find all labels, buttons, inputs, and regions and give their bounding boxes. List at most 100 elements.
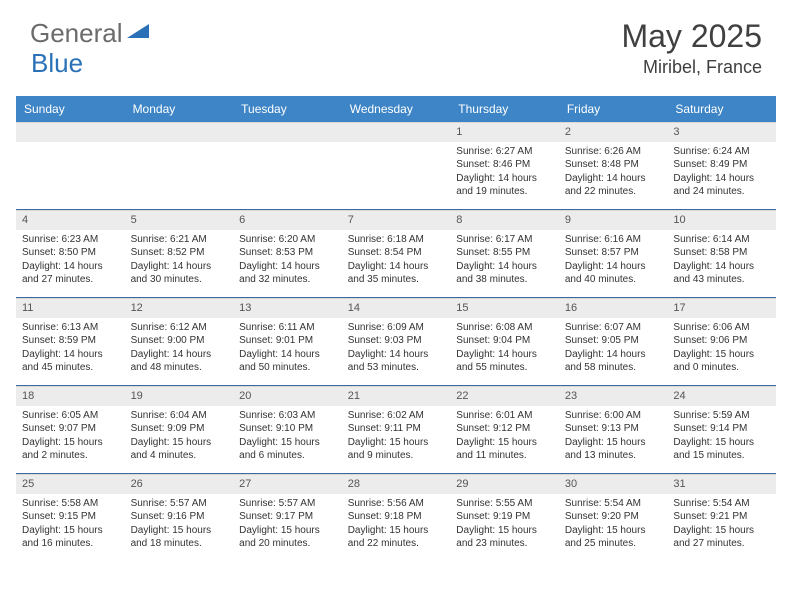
calendar-cell: 3Sunrise: 6:24 AMSunset: 8:49 PMDaylight…	[667, 122, 776, 210]
sunrise-line: Sunrise: 6:08 AM	[456, 321, 553, 335]
sunrise-line: Sunrise: 6:21 AM	[131, 233, 228, 247]
weekday-header-row: SundayMondayTuesdayWednesdayThursdayFrid…	[16, 96, 776, 122]
daylight-line: Daylight: 14 hours and 43 minutes.	[673, 260, 770, 287]
sunset-line: Sunset: 8:53 PM	[239, 246, 336, 260]
day-number: 16	[559, 298, 668, 318]
sunset-line: Sunset: 8:49 PM	[673, 158, 770, 172]
day-number: 25	[16, 474, 125, 494]
calendar-cell: 23Sunrise: 6:00 AMSunset: 9:13 PMDayligh…	[559, 386, 668, 474]
day-number: 13	[233, 298, 342, 318]
sunset-line: Sunset: 9:11 PM	[348, 422, 445, 436]
sunrise-line: Sunrise: 5:54 AM	[673, 497, 770, 511]
sunrise-line: Sunrise: 6:16 AM	[565, 233, 662, 247]
daylight-line: Daylight: 14 hours and 27 minutes.	[22, 260, 119, 287]
sunrise-line: Sunrise: 6:20 AM	[239, 233, 336, 247]
calendar-cell: 28Sunrise: 5:56 AMSunset: 9:18 PMDayligh…	[342, 474, 451, 562]
day-number: 24	[667, 386, 776, 406]
daylight-line: Daylight: 14 hours and 32 minutes.	[239, 260, 336, 287]
day-number: 27	[233, 474, 342, 494]
calendar-body: 1Sunrise: 6:27 AMSunset: 8:46 PMDaylight…	[16, 122, 776, 562]
brand-logo: General	[30, 18, 151, 49]
sunset-line: Sunset: 8:55 PM	[456, 246, 553, 260]
calendar-cell: 2Sunrise: 6:26 AMSunset: 8:48 PMDaylight…	[559, 122, 668, 210]
daylight-line: Daylight: 14 hours and 22 minutes.	[565, 172, 662, 199]
daylight-line: Daylight: 14 hours and 50 minutes.	[239, 348, 336, 375]
weekday-header: Monday	[125, 96, 234, 122]
weekday-header: Saturday	[667, 96, 776, 122]
calendar-cell: 25Sunrise: 5:58 AMSunset: 9:15 PMDayligh…	[16, 474, 125, 562]
daylight-line: Daylight: 15 hours and 0 minutes.	[673, 348, 770, 375]
day-number: 1	[450, 122, 559, 142]
calendar-cell: 12Sunrise: 6:12 AMSunset: 9:00 PMDayligh…	[125, 298, 234, 386]
daylight-line: Daylight: 14 hours and 19 minutes.	[456, 172, 553, 199]
sunset-line: Sunset: 9:12 PM	[456, 422, 553, 436]
daylight-line: Daylight: 14 hours and 35 minutes.	[348, 260, 445, 287]
calendar-cell-empty	[16, 122, 125, 210]
day-number: 28	[342, 474, 451, 494]
daylight-line: Daylight: 15 hours and 13 minutes.	[565, 436, 662, 463]
calendar-cell: 26Sunrise: 5:57 AMSunset: 9:16 PMDayligh…	[125, 474, 234, 562]
day-number: 21	[342, 386, 451, 406]
day-number: 11	[16, 298, 125, 318]
day-number: 15	[450, 298, 559, 318]
day-number: 2	[559, 122, 668, 142]
sunrise-line: Sunrise: 6:09 AM	[348, 321, 445, 335]
day-number: 5	[125, 210, 234, 230]
sunset-line: Sunset: 9:19 PM	[456, 510, 553, 524]
brand-general: General	[30, 18, 123, 49]
sunset-line: Sunset: 9:07 PM	[22, 422, 119, 436]
sunset-line: Sunset: 9:00 PM	[131, 334, 228, 348]
calendar-cell: 4Sunrise: 6:23 AMSunset: 8:50 PMDaylight…	[16, 210, 125, 298]
sunrise-line: Sunrise: 6:23 AM	[22, 233, 119, 247]
daylight-line: Daylight: 15 hours and 20 minutes.	[239, 524, 336, 551]
sunrise-line: Sunrise: 5:56 AM	[348, 497, 445, 511]
sunrise-line: Sunrise: 6:02 AM	[348, 409, 445, 423]
daylight-line: Daylight: 15 hours and 18 minutes.	[131, 524, 228, 551]
daylight-line: Daylight: 15 hours and 16 minutes.	[22, 524, 119, 551]
daylight-line: Daylight: 15 hours and 15 minutes.	[673, 436, 770, 463]
sunset-line: Sunset: 8:54 PM	[348, 246, 445, 260]
weekday-header: Friday	[559, 96, 668, 122]
sunset-line: Sunset: 9:14 PM	[673, 422, 770, 436]
calendar-cell: 24Sunrise: 5:59 AMSunset: 9:14 PMDayligh…	[667, 386, 776, 474]
day-number: 7	[342, 210, 451, 230]
sunset-line: Sunset: 9:09 PM	[131, 422, 228, 436]
daylight-line: Daylight: 14 hours and 48 minutes.	[131, 348, 228, 375]
brand-blue: Blue	[31, 48, 83, 79]
calendar-cell: 15Sunrise: 6:08 AMSunset: 9:04 PMDayligh…	[450, 298, 559, 386]
sunrise-line: Sunrise: 6:27 AM	[456, 145, 553, 159]
daylight-line: Daylight: 15 hours and 11 minutes.	[456, 436, 553, 463]
sunrise-line: Sunrise: 6:11 AM	[239, 321, 336, 335]
sunset-line: Sunset: 9:03 PM	[348, 334, 445, 348]
sunrise-line: Sunrise: 5:57 AM	[239, 497, 336, 511]
day-number: 3	[667, 122, 776, 142]
day-number: 29	[450, 474, 559, 494]
sunset-line: Sunset: 8:57 PM	[565, 246, 662, 260]
day-number: 8	[450, 210, 559, 230]
daylight-line: Daylight: 14 hours and 40 minutes.	[565, 260, 662, 287]
sunrise-line: Sunrise: 6:12 AM	[131, 321, 228, 335]
daylight-line: Daylight: 14 hours and 58 minutes.	[565, 348, 662, 375]
calendar-cell: 14Sunrise: 6:09 AMSunset: 9:03 PMDayligh…	[342, 298, 451, 386]
day-number: 9	[559, 210, 668, 230]
sunrise-line: Sunrise: 6:18 AM	[348, 233, 445, 247]
location-label: Miribel, France	[621, 57, 762, 78]
sunrise-line: Sunrise: 6:00 AM	[565, 409, 662, 423]
calendar-cell: 6Sunrise: 6:20 AMSunset: 8:53 PMDaylight…	[233, 210, 342, 298]
sunrise-line: Sunrise: 5:54 AM	[565, 497, 662, 511]
sunrise-line: Sunrise: 6:01 AM	[456, 409, 553, 423]
weekday-header: Thursday	[450, 96, 559, 122]
sunrise-line: Sunrise: 5:55 AM	[456, 497, 553, 511]
daylight-line: Daylight: 15 hours and 2 minutes.	[22, 436, 119, 463]
sunrise-line: Sunrise: 6:07 AM	[565, 321, 662, 335]
daylight-line: Daylight: 15 hours and 25 minutes.	[565, 524, 662, 551]
day-number: 18	[16, 386, 125, 406]
calendar-cell: 9 Sunrise: 6:16 AMSunset: 8:57 PMDaylight…	[559, 210, 668, 298]
sunrise-line: Sunrise: 6:04 AM	[131, 409, 228, 423]
calendar-cell: 31Sunrise: 5:54 AMSunset: 9:21 PMDayligh…	[667, 474, 776, 562]
day-number: 30	[559, 474, 668, 494]
sunrise-line: Sunrise: 6:26 AM	[565, 145, 662, 159]
sunrise-line: Sunrise: 6:14 AM	[673, 233, 770, 247]
title-block: May 2025 Miribel, France	[621, 18, 762, 78]
calendar-cell: 19Sunrise: 6:04 AMSunset: 9:09 PMDayligh…	[125, 386, 234, 474]
